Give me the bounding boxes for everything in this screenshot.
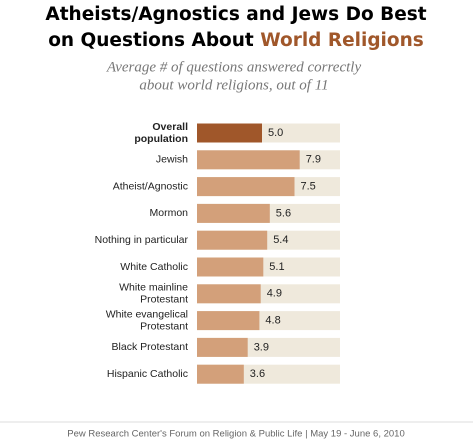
value-label: 5.6 — [276, 207, 291, 219]
category-label: Nothing in particular — [95, 234, 189, 246]
category-label: Mormon — [149, 207, 188, 219]
category-label: White Catholic — [120, 261, 188, 273]
value-label: 3.9 — [254, 341, 269, 353]
source: Pew Research Center's Forum on Religion … — [67, 429, 404, 440]
category-label: population — [134, 133, 188, 145]
bar — [197, 284, 261, 304]
value-label: 4.8 — [265, 315, 280, 327]
value-label: 3.6 — [250, 368, 265, 380]
category-label: Hispanic Catholic — [107, 368, 188, 380]
subtitle: Average # of questions answered correctl… — [106, 59, 362, 75]
category-label: Overall — [152, 121, 188, 133]
bar — [197, 123, 262, 143]
bar — [197, 257, 264, 277]
chart-title: Atheists/Agnostics and Jews Do Best — [45, 4, 426, 25]
category-label: White mainline — [119, 282, 188, 294]
category-label: Black Protestant — [112, 341, 189, 353]
bar — [197, 203, 270, 223]
category-label: White evangelical — [106, 308, 188, 320]
value-label: 5.1 — [269, 261, 284, 273]
subtitle: about world religions, out of 11 — [139, 77, 328, 93]
value-label: 7.5 — [301, 181, 316, 193]
value-label: 5.4 — [273, 234, 288, 246]
category-label: Atheist/Agnostic — [113, 180, 188, 192]
bar — [197, 177, 295, 197]
value-label: 7.9 — [306, 154, 321, 166]
bar — [197, 150, 300, 170]
title-part: on Questions About — [48, 30, 260, 51]
category-label: Jewish — [156, 154, 188, 166]
bar — [197, 230, 268, 250]
category-label: Protestant — [140, 294, 188, 306]
value-label: 5.0 — [268, 127, 283, 139]
chart-title: on Questions About World Religions — [48, 30, 424, 51]
bar — [197, 311, 260, 331]
title-highlight: World Religions — [260, 30, 424, 51]
bar — [197, 337, 248, 357]
category-label: Protestant — [140, 320, 188, 332]
value-label: 4.9 — [267, 288, 282, 300]
bar — [197, 364, 244, 384]
